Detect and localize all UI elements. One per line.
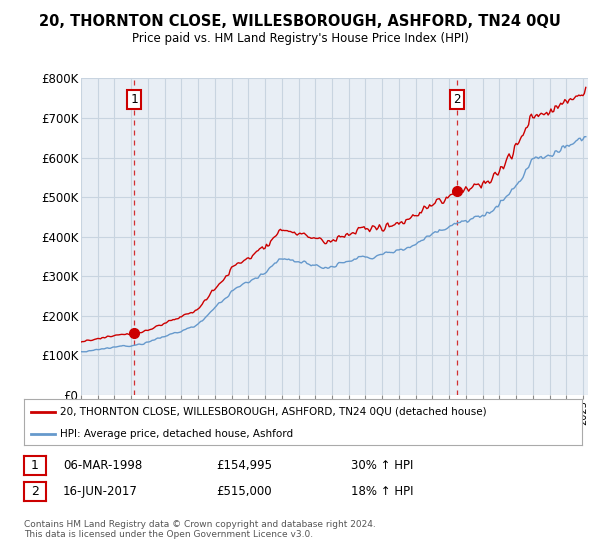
Text: 2: 2: [453, 92, 461, 106]
Text: HPI: Average price, detached house, Ashford: HPI: Average price, detached house, Ashf…: [60, 429, 293, 438]
Text: 20, THORNTON CLOSE, WILLESBOROUGH, ASHFORD, TN24 0QU: 20, THORNTON CLOSE, WILLESBOROUGH, ASHFO…: [39, 14, 561, 29]
Text: £154,995: £154,995: [216, 459, 272, 473]
Text: 20, THORNTON CLOSE, WILLESBOROUGH, ASHFORD, TN24 0QU (detached house): 20, THORNTON CLOSE, WILLESBOROUGH, ASHFO…: [60, 407, 487, 417]
Text: 30% ↑ HPI: 30% ↑ HPI: [351, 459, 413, 473]
Text: Contains HM Land Registry data © Crown copyright and database right 2024.
This d: Contains HM Land Registry data © Crown c…: [24, 520, 376, 539]
Text: 1: 1: [31, 459, 39, 473]
Text: 2: 2: [31, 485, 39, 498]
Text: 06-MAR-1998: 06-MAR-1998: [63, 459, 142, 473]
Text: Price paid vs. HM Land Registry's House Price Index (HPI): Price paid vs. HM Land Registry's House …: [131, 32, 469, 45]
Text: £515,000: £515,000: [216, 485, 272, 498]
Text: 16-JUN-2017: 16-JUN-2017: [63, 485, 138, 498]
Text: 18% ↑ HPI: 18% ↑ HPI: [351, 485, 413, 498]
Text: 1: 1: [130, 92, 138, 106]
